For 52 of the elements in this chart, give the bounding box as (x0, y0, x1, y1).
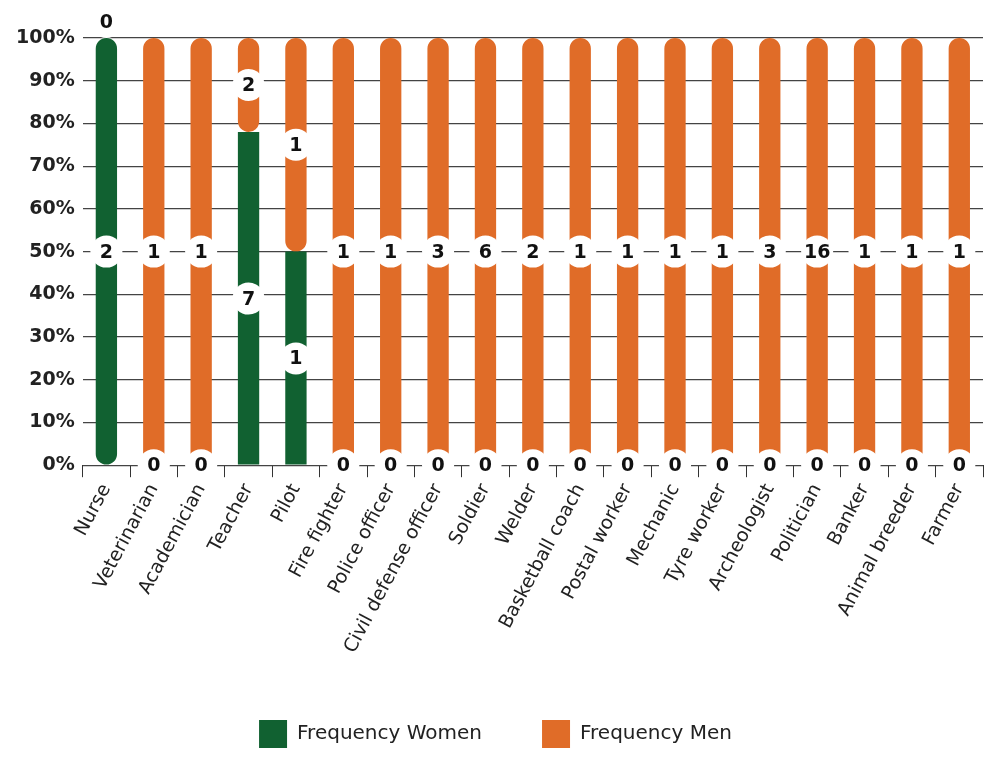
annotation: 2 (99, 239, 114, 262)
annotation: 1 (147, 239, 161, 262)
annotation: 0 (952, 453, 966, 476)
annotation: 1 (336, 239, 350, 262)
annotation: 0 (526, 453, 540, 476)
annotation: 7 (241, 286, 256, 309)
annotation: 1 (573, 239, 587, 262)
annotation: 0 (621, 453, 635, 476)
annotation: 0 (336, 453, 350, 476)
annotation: 0 (573, 453, 587, 476)
annotation: 3 (763, 239, 777, 262)
y-tick-label: 10% (29, 409, 75, 432)
annotation: 0 (384, 453, 398, 476)
y-tick-label: 30% (29, 323, 75, 346)
annotation: 1 (952, 239, 966, 262)
legend-label: Frequency Men (580, 720, 732, 745)
y-tick-label: 90% (29, 67, 75, 90)
annotation: 3 (431, 239, 445, 262)
annotation: 1 (668, 239, 682, 262)
legend-label: Frequency Women (297, 720, 483, 745)
y-tick-label: 80% (29, 110, 75, 133)
annotation: 0 (99, 9, 114, 32)
y-tick-label: 70% (29, 153, 75, 176)
y-tick-label: 20% (29, 366, 75, 389)
annotation: 0 (715, 453, 729, 476)
annotation: 1 (621, 239, 635, 262)
annotation: 0 (857, 453, 872, 476)
annotation: 0 (194, 453, 208, 476)
annotation: 0 (905, 453, 919, 476)
annotation: 1 (905, 239, 919, 262)
annotation: 0 (668, 453, 682, 476)
annotation: 0 (147, 453, 161, 476)
annotation: 0 (810, 453, 824, 476)
annotation: 0 (431, 453, 445, 476)
annotation: 1 (857, 239, 872, 262)
annotation: 1 (194, 239, 208, 262)
annotation: 1 (715, 239, 729, 262)
annotation: 0 (763, 453, 777, 476)
annotation: 0 (478, 453, 493, 476)
annotation: 16 (803, 239, 831, 262)
annotation: 2 (241, 72, 256, 95)
x-tick-label: Pilot (265, 479, 304, 526)
y-tick-label: 60% (29, 195, 75, 218)
annotation: 2 (526, 239, 540, 262)
y-tick-label: 100% (15, 24, 75, 47)
y-tick-label: 40% (29, 281, 75, 304)
annotation: 6 (478, 239, 493, 262)
y-tick-label: 0% (42, 452, 75, 475)
annotation: 1 (289, 132, 303, 155)
annotation: 1 (384, 239, 398, 262)
annotation: 1 (289, 346, 303, 369)
y-tick-label: 50% (29, 238, 75, 261)
